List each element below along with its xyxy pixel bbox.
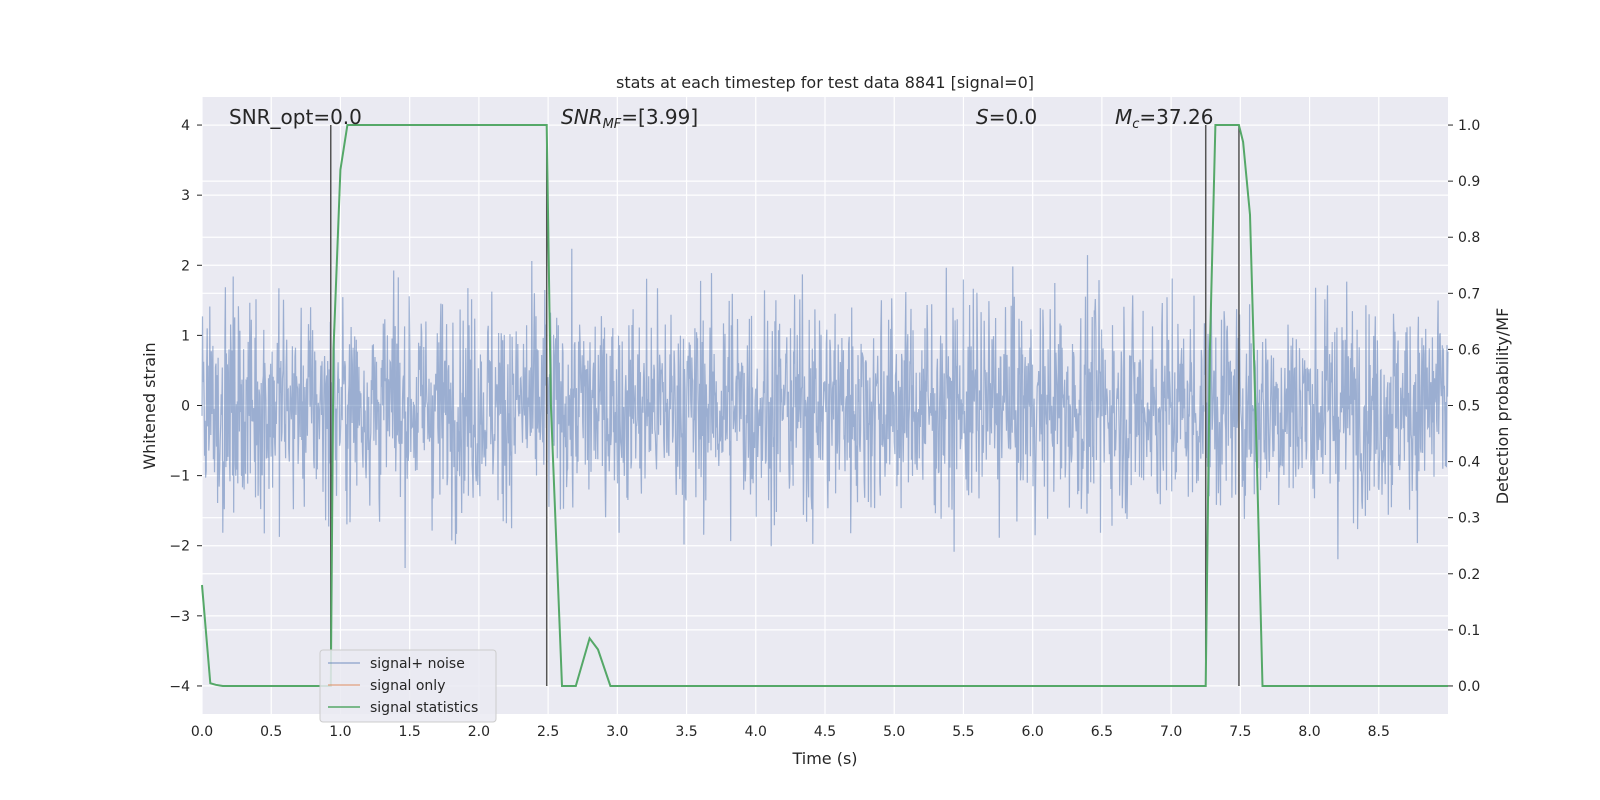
legend-label-signal-only: signal only <box>370 678 445 694</box>
x-tick-label: 1.0 <box>329 724 351 740</box>
annotation-snr-mf: SNRMF=[3.99] <box>561 105 698 132</box>
y-tick-label-right: 0.5 <box>1458 399 1480 415</box>
x-tick-label: 5.0 <box>883 724 905 740</box>
x-tick-label: 0.0 <box>191 724 213 740</box>
x-tick-label: 6.0 <box>1022 724 1044 740</box>
legend-label-signal-noise: signal+ noise <box>370 656 465 672</box>
y-tick-label-left: −4 <box>169 679 190 695</box>
y-tick-label-right: 0.3 <box>1458 511 1480 527</box>
annotation-mc: Mc=37.26 <box>1115 105 1213 132</box>
x-tick-label: 2.0 <box>468 724 490 740</box>
x-tick-label: 8.0 <box>1298 724 1320 740</box>
legend-box <box>319 649 497 723</box>
y-tick-label-right: 0.8 <box>1458 230 1480 246</box>
annotations: SNR_opt=0.0 SNRMF=[3.99] S=0.0 Mc=37.26 <box>229 105 1213 132</box>
chart-title: stats at each timestep for test data 884… <box>616 73 1034 92</box>
x-axis-label: Time (s) <box>791 749 857 768</box>
x-tick-label: 2.5 <box>537 724 559 740</box>
y-tick-label-right: 0.9 <box>1458 174 1480 190</box>
x-tick-label: 4.0 <box>745 724 767 740</box>
x-tick-label: 6.5 <box>1091 724 1113 740</box>
y-tick-label-left: −1 <box>169 469 190 485</box>
x-tick-label: 7.5 <box>1229 724 1251 740</box>
x-tick-label: 0.5 <box>260 724 282 740</box>
x-tick-label: 8.5 <box>1368 724 1390 740</box>
legend-label-signal-statistics: signal statistics <box>370 700 478 716</box>
y-tick-label-left: 1 <box>181 328 190 344</box>
y-tick-label-left: 4 <box>181 118 190 134</box>
y-tick-label-right: 0.1 <box>1458 623 1480 639</box>
x-tick-label: 4.5 <box>814 724 836 740</box>
x-tick-label: 3.5 <box>675 724 697 740</box>
y-tick-label-left: 0 <box>181 399 190 415</box>
y-tick-label-right: 1.0 <box>1458 118 1480 134</box>
y-tick-label-left: −2 <box>169 539 190 555</box>
y-axis-label-right: Detection probability/MF <box>1493 308 1512 505</box>
annotation-snr-opt: SNR_opt=0.0 <box>229 105 362 129</box>
signal-noise-line <box>201 248 1449 569</box>
y-ticks-right: 1.0 0.9 0.8 0.7 0.6 0.5 0.4 0.3 0.2 0.1 0.0 <box>1448 118 1480 695</box>
y-ticks-left: 4 3 2 1 0 −1 −2 −3 −4 <box>169 118 202 695</box>
y-tick-label-left: 2 <box>181 258 190 274</box>
signal-noise-series <box>201 248 1449 569</box>
legend: signal+ noise signal only signal statist… <box>319 649 497 723</box>
x-tick-label: 1.5 <box>399 724 421 740</box>
y-tick-label-right: 0.6 <box>1458 342 1480 358</box>
x-tick-label: 3.0 <box>606 724 628 740</box>
x-tick-label: 7.0 <box>1160 724 1182 740</box>
y-tick-label-right: 0.7 <box>1458 286 1480 302</box>
y-tick-label-right: 0.4 <box>1458 455 1480 471</box>
y-tick-label-right: 0.0 <box>1458 679 1480 695</box>
y-tick-label-left: 3 <box>181 188 190 204</box>
y-axis-label-left: Whitened strain <box>140 342 159 469</box>
y-tick-label-left: −3 <box>169 609 190 625</box>
annotation-s: S=0.0 <box>976 105 1037 129</box>
y-tick-label-right: 0.2 <box>1458 567 1480 583</box>
x-ticks: 0.0 0.5 1.0 1.5 2.0 2.5 3.0 3.5 4.0 4.5 5.0 5.5 6.0 6… <box>191 724 1390 740</box>
x-tick-label: 5.5 <box>952 724 974 740</box>
